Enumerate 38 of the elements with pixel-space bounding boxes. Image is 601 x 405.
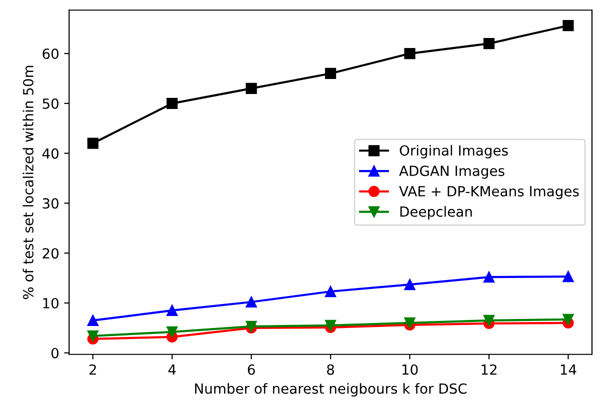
point	[562, 270, 574, 282]
x-tick-label: 4	[168, 364, 176, 375]
legend-label: Deepclean	[400, 206, 472, 220]
y-tick-label: 0	[51, 348, 58, 358]
y-tick-label: 50	[42, 98, 58, 109]
x-tick-label: 6	[248, 364, 255, 375]
point	[324, 286, 336, 298]
point	[324, 68, 336, 80]
point	[483, 38, 495, 50]
point	[562, 20, 574, 32]
point	[87, 330, 98, 342]
x-tick-label: 14	[560, 364, 576, 375]
point	[483, 314, 495, 326]
x-tick-label: 2	[89, 364, 96, 375]
point	[166, 326, 178, 338]
point	[483, 271, 495, 283]
point	[404, 278, 416, 290]
point	[87, 314, 98, 326]
legend-label: Original Images	[400, 144, 508, 158]
legend-label: ADGAN Images	[399, 166, 504, 179]
y-tick-label: 60	[42, 48, 58, 60]
y-axis-title: % of test set localized within 50m	[22, 66, 34, 300]
y-tick-label: 10	[43, 298, 58, 308]
point	[87, 138, 98, 149]
x-tick-label: 12	[482, 364, 496, 375]
x-tick-label: 10	[402, 364, 418, 375]
point	[246, 296, 257, 308]
y-tick-label: 40	[42, 148, 58, 159]
y-tick-label: 20	[42, 248, 58, 259]
point	[404, 48, 416, 60]
point	[166, 98, 178, 109]
point	[166, 304, 178, 316]
x-tick-label: 8	[327, 364, 334, 375]
point	[246, 82, 257, 94]
x-axis-title: Number of nearest neigbours k for DSC	[195, 383, 467, 397]
point	[562, 314, 574, 326]
y-tick-label: 30	[42, 198, 58, 209]
legend-label: VAE + DP-KMeans Images	[399, 186, 579, 200]
